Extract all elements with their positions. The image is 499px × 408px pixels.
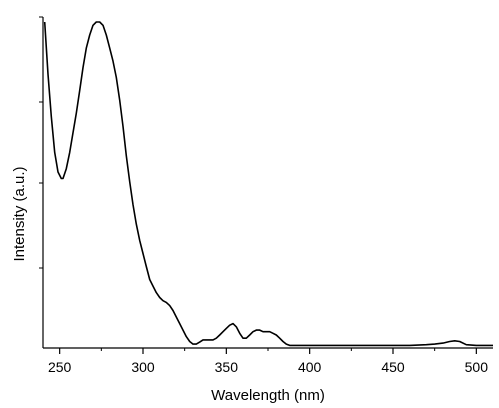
x-tick-label: 250 [48, 359, 72, 375]
x-ticks: 250 300 350 400 450 500 [48, 348, 488, 375]
x-tick-label: 400 [298, 359, 322, 375]
x-tick-label: 450 [381, 359, 405, 375]
series-layer [43, 21, 493, 347]
x-tick-label: 350 [215, 359, 239, 375]
plot-frame [43, 17, 493, 348]
x-axis-title: Wavelength (nm) [211, 387, 325, 404]
x-tick-label: 500 [465, 359, 489, 375]
x-tick-label: 300 [131, 359, 155, 375]
spectrum-line [43, 21, 493, 347]
y-axis-title: Intensity (a.u.) [11, 166, 28, 261]
y-ticks [39, 16, 43, 269]
